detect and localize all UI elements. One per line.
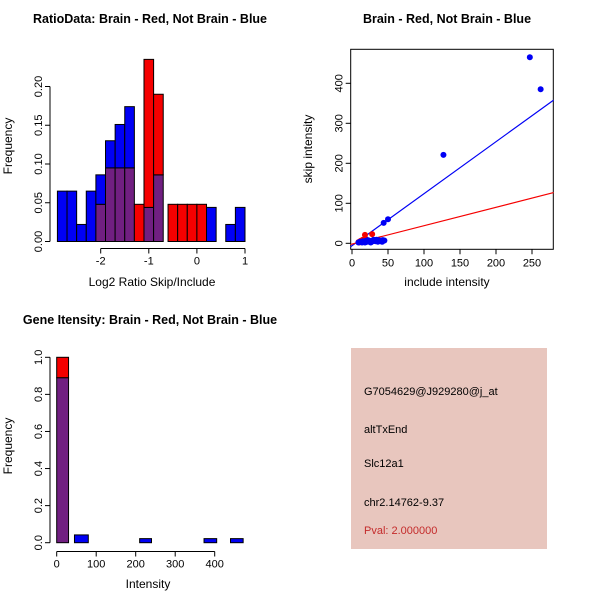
y-axis-label: skip intensity	[301, 115, 315, 184]
x-tick-label: 50	[382, 257, 394, 269]
y-tick-label: 100	[334, 194, 346, 212]
histogram-bar-red	[153, 93, 164, 176]
x-tick-label: 1	[242, 256, 248, 268]
histogram-bar-blue	[114, 123, 126, 169]
y-tick-label: 0.15	[33, 115, 45, 136]
x-tick-label: 0	[194, 256, 200, 268]
x-tick-label: -2	[96, 256, 106, 268]
red-fit-line	[350, 191, 554, 246]
histogram-bar-blue	[124, 106, 135, 169]
x-tick-label: 250	[523, 257, 541, 269]
x-tick-label: 0	[54, 559, 60, 571]
histogram-bar-red	[177, 203, 188, 243]
chart-title: Gene Itensity: Brain - Red, Not Brain - …	[23, 313, 277, 327]
y-tick-label: 0.20	[33, 76, 45, 97]
histogram-bar-blue	[203, 538, 218, 544]
y-tick-label: 1.0	[33, 350, 45, 365]
blue-data-point	[380, 219, 387, 226]
y-tick-label: 0.6	[33, 424, 45, 439]
gene-symbol: Slc12a1	[364, 458, 404, 470]
histogram-bar-blue	[206, 206, 217, 242]
blue-data-point	[373, 236, 380, 243]
y-tick-label: 0.4	[33, 461, 45, 476]
x-tick-label: 400	[206, 559, 224, 571]
x-tick-label: 100	[87, 559, 105, 571]
gene-info-panel: G7054629@J929280@j_at altTxEnd Slc12a1 c…	[351, 348, 547, 549]
blue-data-point	[385, 216, 391, 223]
chart-title: Brain - Red, Not Brain - Blue	[363, 12, 531, 26]
histogram-bar-blue	[76, 223, 87, 242]
x-tick-label: 200	[487, 257, 505, 269]
y-tick-label: 0.10	[33, 153, 45, 174]
histogram-bar-overlap	[95, 203, 107, 243]
histogram-bar-red	[143, 58, 155, 208]
y-tick-label: 200	[334, 154, 346, 172]
histogram-bar-blue	[105, 140, 116, 169]
red-data-point	[369, 231, 376, 238]
blue-fit-line	[350, 99, 554, 248]
x-axis-label: Intensity	[126, 577, 171, 591]
x-tick-label: 150	[451, 257, 469, 269]
histogram-bar-overlap	[114, 167, 126, 242]
histogram-bar-overlap	[105, 167, 116, 242]
y-tick-label: 0.00	[33, 231, 45, 252]
histogram-bar-red	[196, 203, 208, 243]
blue-data-point	[440, 151, 447, 158]
y-axis-label: Frequency	[1, 418, 15, 475]
y-tick-label: 0	[334, 240, 346, 246]
histogram-bar-red	[56, 356, 70, 379]
histogram-bar-overlap	[124, 167, 135, 242]
histogram-bar-blue	[56, 190, 68, 242]
y-tick-label: 0.8	[33, 387, 45, 402]
blue-data-point	[537, 86, 544, 93]
histogram-bar-blue	[225, 223, 236, 242]
histogram-bar-blue	[139, 538, 152, 544]
blue-data-point	[379, 238, 386, 245]
y-axis-label: Frequency	[1, 118, 15, 175]
event-type: altTxEnd	[364, 424, 408, 436]
x-tick-label: 300	[166, 559, 184, 571]
histogram-bar-overlap	[56, 377, 70, 544]
x-tick-label: 200	[127, 559, 145, 571]
histogram-bar-blue	[234, 206, 246, 242]
gene-intensity-histogram-panel: 0.0 0.2 0.4 0.6 0.8 1.0 0 100 200 300 400 Gene Iten…	[1, 313, 277, 591]
probe-id: G7054629@J929280@j_at	[364, 386, 498, 398]
blue-data-point	[361, 239, 368, 246]
x-axis-label: Log2 Ratio Skip/Include	[89, 275, 216, 289]
histogram-bar-blue	[230, 538, 244, 544]
x-tick-label: 0	[349, 257, 355, 269]
histogram-bar-blue	[85, 190, 97, 242]
histogram-bar-blue	[73, 534, 89, 544]
y-tick-label: 0.2	[33, 498, 45, 513]
blue-data-point	[526, 54, 533, 61]
histogram-bar-overlap	[143, 206, 155, 242]
histogram-bar-blue	[66, 190, 78, 242]
x-tick-label: -1	[144, 256, 154, 268]
plot-box	[350, 48, 554, 250]
y-tick-label: 400	[334, 74, 346, 92]
ratio-histogram-panel: 0.00 0.05 0.10 0.15 0.20 -2 -1 0 1 RatioData: Bra…	[1, 12, 267, 289]
x-tick-label: 100	[415, 257, 433, 269]
histogram-bar-overlap	[153, 174, 164, 243]
chart-title: RatioData: Brain - Red, Not Brain - Blue	[33, 12, 267, 26]
genome-location: chr2.14762-9.37	[364, 497, 445, 509]
intensity-scatter-panel: 0 100 200 300 400 0 50 100 150 200 250 Brain - Red,…	[301, 12, 554, 289]
y-tick-label: 0.05	[33, 192, 45, 213]
x-axis-label: include intensity	[404, 275, 489, 289]
y-tick-label: 300	[334, 114, 346, 132]
y-tick-label: 0.0	[33, 535, 45, 550]
pval-text: Pval: 2.000000	[364, 525, 438, 537]
blue-data-point	[367, 239, 374, 246]
histogram-bar-blue	[95, 174, 107, 205]
histogram-bar-red	[186, 203, 198, 243]
histogram-bar-red	[167, 203, 179, 243]
histogram-bar-red	[133, 203, 145, 243]
